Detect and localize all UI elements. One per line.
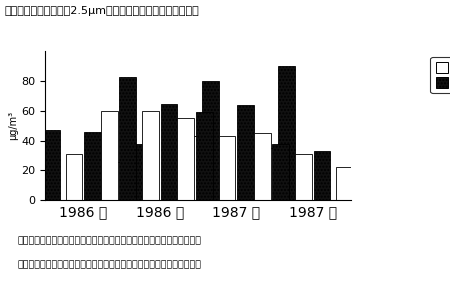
Bar xyxy=(107,162,124,200)
Bar xyxy=(142,111,159,200)
Bar xyxy=(161,104,177,200)
Y-axis label: μg/m³: μg/m³ xyxy=(9,111,18,140)
Bar xyxy=(260,148,277,200)
Bar xyxy=(43,130,59,200)
Bar xyxy=(101,111,118,200)
Bar xyxy=(272,144,289,200)
Bar xyxy=(219,136,235,200)
Bar xyxy=(84,132,101,200)
Bar xyxy=(24,147,41,200)
Bar xyxy=(355,135,372,200)
Bar xyxy=(314,151,330,200)
Bar xyxy=(337,168,353,200)
Bar xyxy=(202,81,219,200)
Text: 各グラフはいずれも左より，木造家屋（窓枚が木製），木造家屋（窓枚: 各グラフはいずれも左より，木造家屋（窓枚が木製），木造家屋（窓枚 xyxy=(18,236,202,245)
Bar xyxy=(196,112,212,200)
Text: 室内の微小粒子（粒径2.5μm以下）濃度に及ぼす喫煙の影響: 室内の微小粒子（粒径2.5μm以下）濃度に及ぼす喫煙の影響 xyxy=(4,6,199,16)
Bar xyxy=(278,66,295,200)
Bar xyxy=(254,133,271,200)
Bar xyxy=(66,154,82,200)
Text: がアルミ製）及び鉄筋家屋の非喫煙世帯と喫煙世帯の平均濃度を示す。: がアルミ製）及び鉄筋家屋の非喫煙世帯と喫煙世帯の平均濃度を示す。 xyxy=(18,260,202,269)
Bar xyxy=(125,144,142,200)
Bar xyxy=(237,105,254,200)
Bar xyxy=(119,77,136,200)
Bar xyxy=(177,118,194,200)
Bar xyxy=(184,136,200,200)
Bar xyxy=(295,154,312,200)
Legend: 非喫煙, 喫煙: 非喫煙, 喫煙 xyxy=(431,57,450,93)
